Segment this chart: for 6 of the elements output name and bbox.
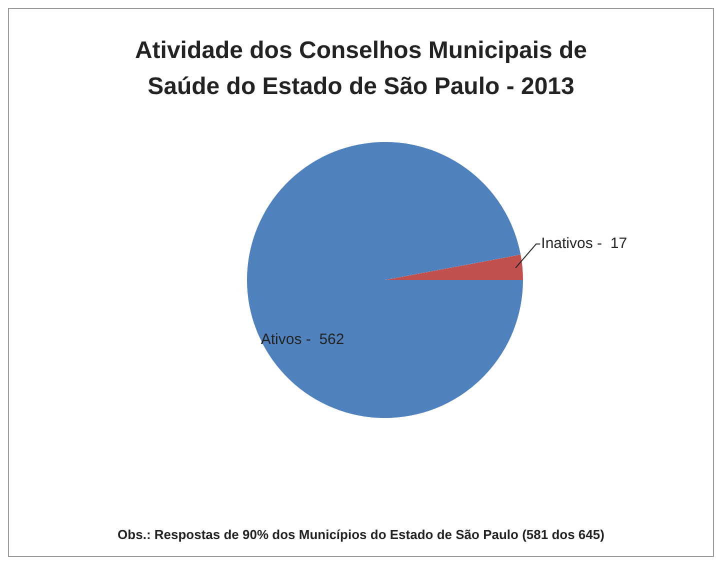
- data-label: 562: [319, 330, 344, 348]
- data-label: 17: [610, 235, 628, 252]
- slice-label: Ativos -: [260, 330, 311, 348]
- slice-label: Inativos -: [541, 235, 602, 252]
- chart-title: Atividade dos Conselhos Municipais de Saúde do Estado de São Paulo - 2013: [134, 36, 588, 102]
- text: Obs.: Respostas de 90% dos Municípios do Estado de São Paulo (581 dos 645): [116, 527, 606, 542]
